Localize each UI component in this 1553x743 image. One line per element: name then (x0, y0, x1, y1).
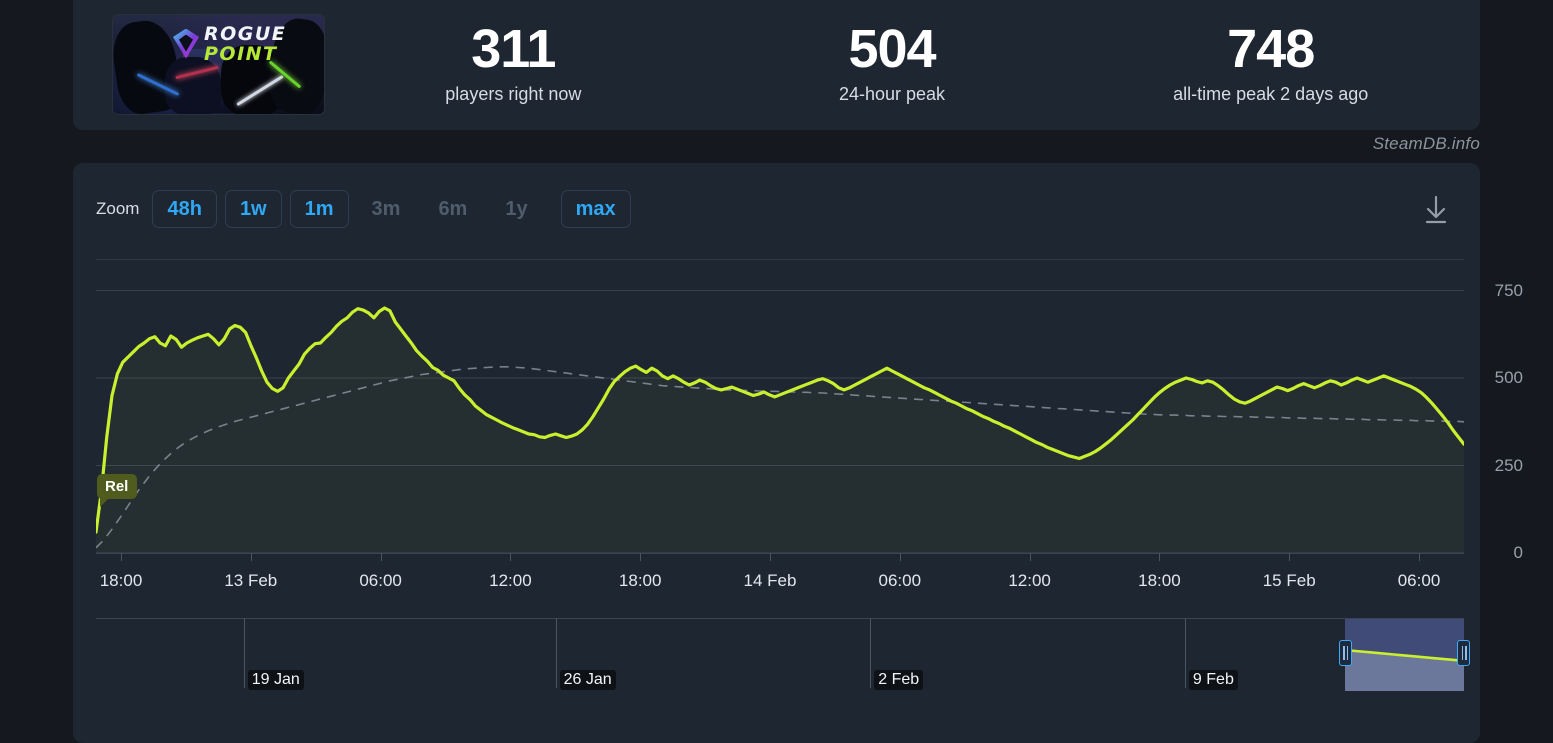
x-axis-tick-label: 06:00 (878, 571, 922, 590)
diamond-logo-icon (173, 28, 199, 59)
x-axis-tick-label: 18:00 (618, 571, 662, 590)
x-axis-tick (640, 553, 642, 561)
release-marker-flag[interactable]: Rel (97, 474, 138, 507)
game-title-line-2: POINT (204, 42, 278, 65)
x-axis-tick-label: 15 Feb (1262, 571, 1316, 590)
x-axis-tick (380, 553, 382, 561)
download-icon[interactable] (1416, 189, 1456, 229)
y-axis-tick-label: 250 (1494, 455, 1523, 475)
zoom-button-group: 48h 1w 1m 3m 6m 1y max (152, 190, 638, 228)
player-count-chart-panel: Zoom 48h 1w 1m 3m 6m 1y max 750 500 250 0 18:00 13… (73, 163, 1523, 743)
thumbnail-figure (165, 56, 221, 114)
navigator-handle-right[interactable] (1457, 640, 1470, 666)
stat-label: 24-hour peak (838, 83, 946, 104)
chart-navigator[interactable]: 19 Jan 26 Jan 2 Feb 9 Feb (96, 618, 1470, 723)
navigator-tick-label: 2 Feb (874, 670, 924, 690)
grip-line (1343, 646, 1345, 660)
grip-line (1461, 646, 1463, 660)
navigator-tick (555, 618, 557, 688)
x-axis-tick-label: 18:00 (1138, 571, 1181, 590)
game-title-line-1: ROGUE (204, 22, 287, 45)
navigator-tick (243, 618, 245, 688)
zoom-button-6m[interactable]: 6m (438, 198, 468, 220)
stat-value: 748 (1227, 19, 1315, 80)
steamdb-watermark: SteamDB.info (1372, 134, 1480, 153)
y-axis-tick-label: 750 (1494, 280, 1523, 300)
x-axis-tick-label: 12:00 (1008, 571, 1051, 590)
zoom-button-1w[interactable]: 1w (224, 190, 282, 228)
navigator-handle-left[interactable] (1338, 640, 1352, 666)
stat-24-hour-peak: 504 24-hour peak (703, 21, 1082, 105)
zoom-button-48h[interactable]: 48h (152, 190, 217, 228)
stat-value: 504 (848, 19, 936, 80)
x-axis-tick (1289, 553, 1291, 561)
stat-label: players right now (445, 83, 582, 104)
x-axis-tick (1029, 553, 1031, 561)
chart-plot-area[interactable] (96, 273, 1464, 553)
x-axis-line (96, 553, 1464, 554)
x-axis-tick (770, 553, 771, 561)
y-axis-tick-label: 500 (1494, 368, 1523, 387)
navigator-tick-label: 9 Feb (1188, 670, 1238, 690)
stat-players-right-now: 311 players right now (324, 21, 703, 105)
zoom-range-toolbar: Zoom 48h 1w 1m 3m 6m 1y max (96, 190, 639, 228)
stat-all-time-peak: 748 all-time peak 2 days ago (1081, 21, 1460, 105)
y-axis-labels: 750 500 250 0 (1423, 273, 1543, 563)
x-axis-tick (1419, 553, 1420, 561)
x-axis-tick (121, 553, 122, 561)
zoom-label: Zoom (96, 199, 140, 218)
x-axis-tick (899, 553, 901, 561)
zoom-button-1y[interactable]: 1y (505, 198, 528, 220)
x-axis-labels: 18:00 13 Feb 06:00 12:00 18:00 14 Feb 06:00 12:… (96, 571, 1464, 597)
zoom-button-1m[interactable]: 1m (289, 190, 349, 228)
zoom-button-3m[interactable]: 3m (371, 198, 401, 220)
game-thumbnail[interactable]: ROGUE POINT (113, 14, 324, 114)
x-axis-tick-label: 06:00 (1397, 571, 1441, 590)
x-axis-tick-label: 13 Feb (224, 571, 278, 590)
x-axis-tick (510, 553, 512, 561)
navigator-tick-label: 26 Jan (559, 670, 616, 690)
x-axis-tick-label: 06:00 (359, 571, 402, 590)
x-axis-tick-label: 12:00 (489, 571, 532, 590)
navigator-tick (1184, 618, 1186, 688)
grip-line (1346, 646, 1349, 660)
navigator-top-line (96, 618, 1464, 619)
navigator-tick-label: 19 Jan (247, 670, 304, 690)
game-logo: ROGUE POINT (173, 22, 287, 65)
game-logo-wordmark: ROGUE POINT (204, 22, 287, 65)
x-axis-tick-label: 18:00 (99, 571, 143, 590)
stats-panel: ROGUE POINT 311 players right now 504 24… (73, 0, 1480, 130)
stat-label: all-time peak 2 days ago (1173, 83, 1369, 104)
x-axis-tick-label: 14 Feb (743, 571, 797, 590)
zoom-button-max[interactable]: max (560, 190, 631, 228)
x-axis-tick (1159, 553, 1161, 561)
y-axis-tick-label: 0 (1513, 543, 1523, 562)
navigator-tick (870, 618, 872, 688)
grip-line (1465, 646, 1467, 660)
x-axis-tick (250, 553, 252, 561)
toolbar-divider (96, 259, 1464, 260)
stat-value: 311 (471, 19, 556, 80)
